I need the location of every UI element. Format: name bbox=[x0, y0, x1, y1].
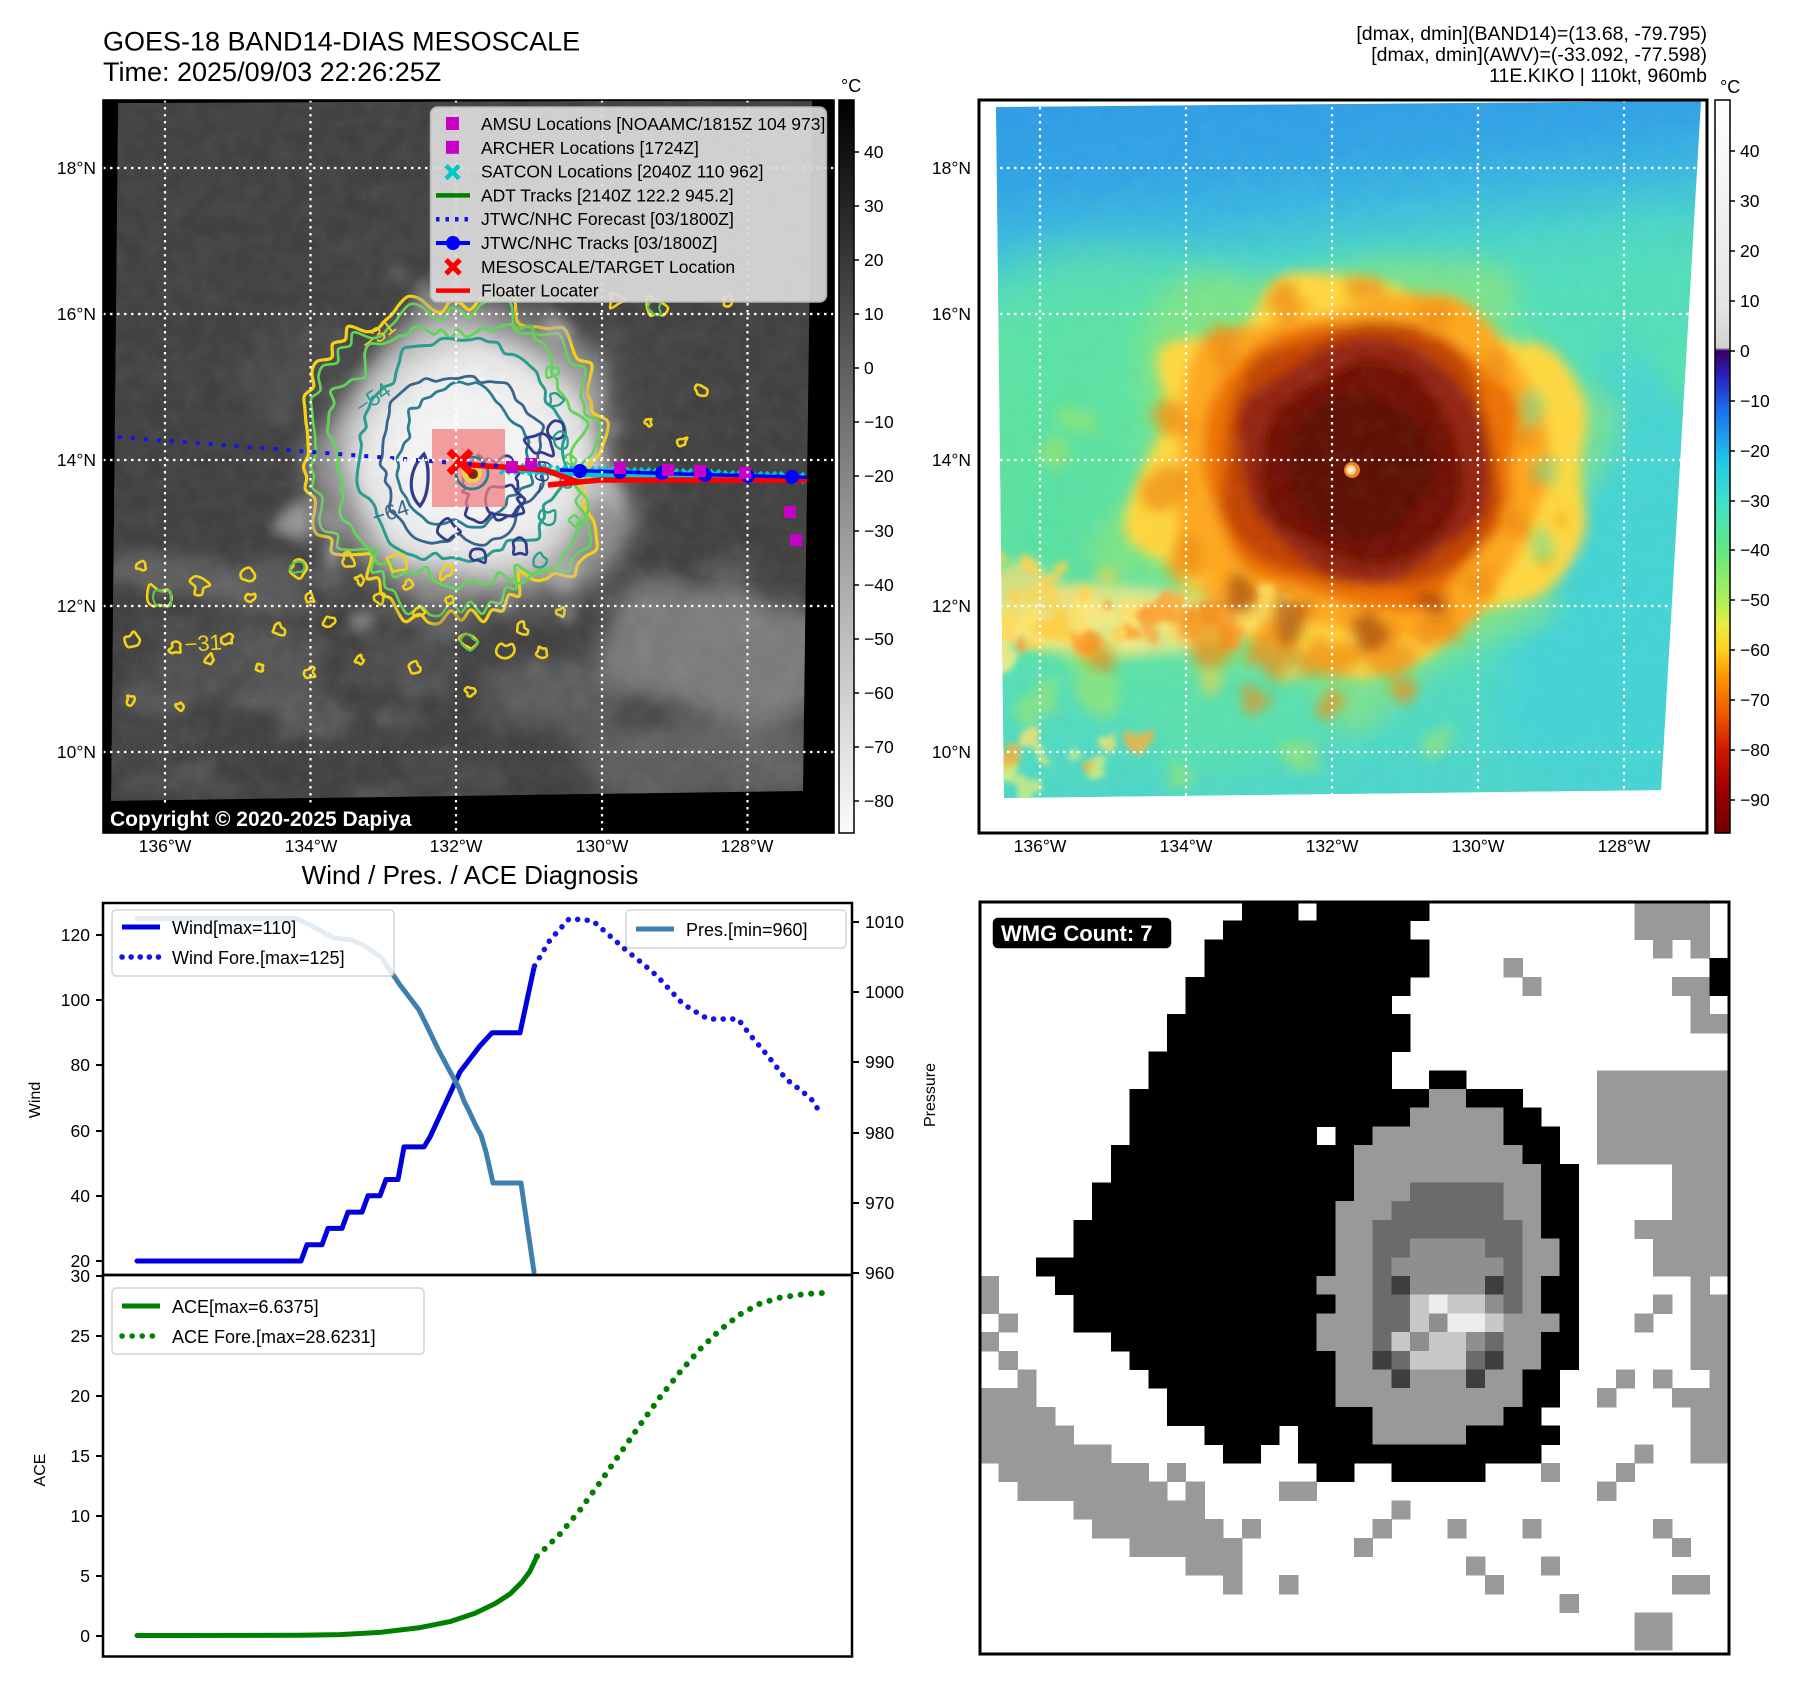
svg-text:−10: −10 bbox=[864, 412, 894, 432]
svg-text:14°N: 14°N bbox=[57, 450, 96, 470]
svg-text:−60: −60 bbox=[864, 683, 894, 703]
svg-text:−70: −70 bbox=[864, 737, 894, 757]
svg-text:0: 0 bbox=[1740, 341, 1750, 361]
svg-text:Time: 2025/09/03 22:26:25Z: Time: 2025/09/03 22:26:25Z bbox=[103, 57, 441, 87]
svg-text:−70: −70 bbox=[1740, 690, 1770, 710]
svg-text:JTWC/NHC Forecast [03/1800Z]: JTWC/NHC Forecast [03/1800Z] bbox=[481, 209, 734, 229]
svg-text:−80: −80 bbox=[1740, 740, 1770, 760]
svg-text:16°N: 16°N bbox=[57, 304, 96, 324]
svg-text:100: 100 bbox=[61, 990, 90, 1010]
svg-text:40: 40 bbox=[864, 142, 884, 162]
svg-text:°C: °C bbox=[841, 76, 861, 96]
svg-text:ADT Tracks [2140Z 122.2 945.2]: ADT Tracks [2140Z 122.2 945.2] bbox=[481, 185, 734, 205]
svg-text:18°N: 18°N bbox=[57, 158, 96, 178]
svg-text:Wind Fore.[max=125]: Wind Fore.[max=125] bbox=[172, 948, 345, 968]
svg-text:Pressure: Pressure bbox=[922, 1063, 939, 1127]
svg-text:30: 30 bbox=[1740, 191, 1760, 211]
svg-text:SATCON Locations [2040Z 110 96: SATCON Locations [2040Z 110 962] bbox=[481, 162, 763, 182]
svg-text:132°W: 132°W bbox=[430, 836, 483, 856]
svg-text:20: 20 bbox=[1740, 241, 1760, 261]
svg-text:−60: −60 bbox=[1740, 640, 1770, 660]
svg-text:1000: 1000 bbox=[865, 982, 904, 1002]
svg-text:20: 20 bbox=[864, 250, 884, 270]
svg-text:Wind[max=110]: Wind[max=110] bbox=[172, 918, 296, 938]
svg-text:10: 10 bbox=[1740, 291, 1760, 311]
svg-text:°C: °C bbox=[1720, 77, 1740, 97]
svg-text:960: 960 bbox=[865, 1263, 894, 1283]
svg-text:0: 0 bbox=[864, 358, 874, 378]
svg-text:40: 40 bbox=[71, 1186, 91, 1206]
svg-text:128°W: 128°W bbox=[1598, 836, 1651, 856]
svg-text:−90: −90 bbox=[1740, 790, 1770, 810]
svg-text:[dmax, dmin](AWV)=(-33.092, -7: [dmax, dmin](AWV)=(-33.092, -77.598) bbox=[1371, 44, 1707, 66]
svg-text:134°W: 134°W bbox=[1160, 836, 1213, 856]
svg-text:970: 970 bbox=[865, 1193, 894, 1213]
svg-text:30: 30 bbox=[864, 196, 884, 216]
svg-text:−30: −30 bbox=[1740, 491, 1770, 511]
svg-text:1010: 1010 bbox=[865, 912, 904, 932]
svg-text:20: 20 bbox=[71, 1386, 91, 1406]
svg-text:ARCHER Locations [1724Z]: ARCHER Locations [1724Z] bbox=[481, 138, 699, 158]
svg-text:10: 10 bbox=[864, 304, 884, 324]
svg-text:Wind / Pres. / ACE Diagnosis: Wind / Pres. / ACE Diagnosis bbox=[302, 860, 639, 890]
svg-text:130°W: 130°W bbox=[1452, 836, 1505, 856]
svg-text:−30: −30 bbox=[864, 521, 894, 541]
svg-text:−40: −40 bbox=[864, 575, 894, 595]
svg-text:134°W: 134°W bbox=[285, 836, 338, 856]
svg-text:ACE Fore.[max=28.6231]: ACE Fore.[max=28.6231] bbox=[172, 1327, 376, 1347]
svg-text:−50: −50 bbox=[864, 629, 894, 649]
svg-text:10: 10 bbox=[71, 1506, 91, 1526]
svg-text:15: 15 bbox=[71, 1446, 90, 1466]
svg-text:40: 40 bbox=[1740, 141, 1760, 161]
svg-text:30: 30 bbox=[71, 1266, 91, 1286]
svg-text:−31: −31 bbox=[184, 629, 223, 657]
svg-text:−20: −20 bbox=[864, 466, 894, 486]
svg-text:980: 980 bbox=[865, 1123, 894, 1143]
svg-text:5: 5 bbox=[80, 1566, 90, 1586]
svg-text:20: 20 bbox=[71, 1251, 91, 1271]
svg-text:Wind: Wind bbox=[27, 1082, 44, 1118]
svg-text:−50: −50 bbox=[1740, 590, 1770, 610]
svg-text:80: 80 bbox=[71, 1055, 91, 1075]
svg-text:GOES-18 BAND14-DIAS MESOSCALE: GOES-18 BAND14-DIAS MESOSCALE bbox=[103, 27, 580, 57]
svg-text:16°N: 16°N bbox=[932, 304, 971, 324]
svg-text:−10: −10 bbox=[1740, 391, 1770, 411]
svg-text:0: 0 bbox=[80, 1626, 90, 1646]
svg-text:14°N: 14°N bbox=[932, 450, 971, 470]
svg-text:−20: −20 bbox=[1740, 441, 1770, 461]
svg-text:WMG Count: 7: WMG Count: 7 bbox=[1001, 921, 1153, 946]
svg-text:25: 25 bbox=[71, 1326, 90, 1346]
svg-text:JTWC/NHC Tracks [03/1800Z]: JTWC/NHC Tracks [03/1800Z] bbox=[481, 233, 717, 253]
svg-text:−40: −40 bbox=[1740, 540, 1770, 560]
svg-text:Floater Locater: Floater Locater bbox=[481, 281, 599, 301]
svg-text:120: 120 bbox=[61, 925, 90, 945]
svg-text:ACE: ACE bbox=[32, 1454, 49, 1487]
svg-text:[dmax, dmin](BAND14)=(13.68, -: [dmax, dmin](BAND14)=(13.68, -79.795) bbox=[1356, 23, 1707, 45]
svg-text:Pres.[min=960]: Pres.[min=960] bbox=[686, 920, 808, 940]
svg-text:11E.KIKO | 110kt, 960mb: 11E.KIKO | 110kt, 960mb bbox=[1489, 65, 1707, 87]
svg-text:136°W: 136°W bbox=[139, 836, 192, 856]
svg-text:Copyright © 2020-2025 Dapiya: Copyright © 2020-2025 Dapiya bbox=[110, 808, 412, 831]
svg-text:128°W: 128°W bbox=[721, 836, 774, 856]
svg-text:12°N: 12°N bbox=[57, 596, 96, 616]
svg-text:990: 990 bbox=[865, 1052, 894, 1072]
svg-text:60: 60 bbox=[71, 1121, 91, 1141]
svg-text:130°W: 130°W bbox=[576, 836, 629, 856]
svg-text:MESOSCALE/TARGET Location: MESOSCALE/TARGET Location bbox=[481, 257, 735, 277]
svg-text:AMSU Locations [NOAAMC/1815Z 1: AMSU Locations [NOAAMC/1815Z 104 973] bbox=[481, 114, 825, 134]
svg-text:ACE[max=6.6375]: ACE[max=6.6375] bbox=[172, 1297, 319, 1317]
svg-text:132°W: 132°W bbox=[1306, 836, 1359, 856]
svg-text:10°N: 10°N bbox=[57, 742, 96, 762]
svg-text:−80: −80 bbox=[864, 791, 894, 811]
svg-text:18°N: 18°N bbox=[932, 158, 971, 178]
svg-text:10°N: 10°N bbox=[932, 742, 971, 762]
svg-text:12°N: 12°N bbox=[932, 596, 971, 616]
svg-text:136°W: 136°W bbox=[1014, 836, 1067, 856]
